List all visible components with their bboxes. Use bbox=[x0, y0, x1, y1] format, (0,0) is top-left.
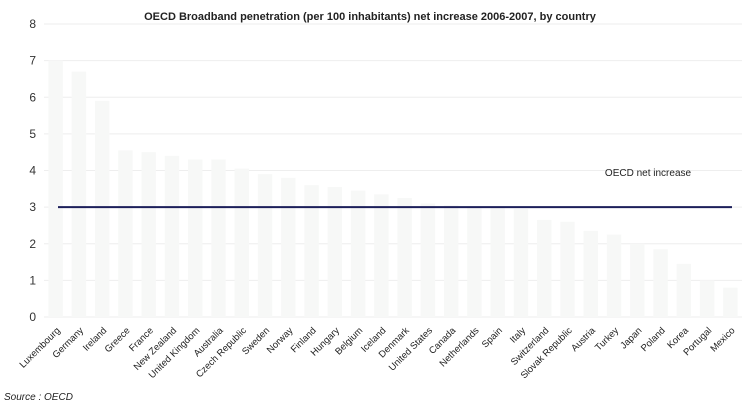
y-tick-label: 0 bbox=[29, 310, 36, 324]
bar-poland bbox=[653, 249, 668, 317]
bars bbox=[48, 60, 738, 317]
x-category-label: Mexico bbox=[708, 325, 737, 354]
bar-new-zealand bbox=[164, 155, 180, 317]
bar-korea bbox=[676, 263, 692, 317]
bar-turkey bbox=[606, 234, 622, 317]
y-tick-label: 4 bbox=[29, 164, 36, 178]
bar-mexico bbox=[723, 287, 738, 317]
bar-spain bbox=[490, 207, 505, 317]
bar-greece bbox=[118, 150, 133, 317]
bar-sweden bbox=[257, 174, 273, 317]
bar-finland bbox=[304, 185, 319, 317]
x-category-label: Austria bbox=[569, 325, 598, 354]
bar-canada bbox=[443, 205, 459, 317]
bar-denmark bbox=[397, 197, 412, 317]
bar-austria bbox=[583, 230, 598, 317]
bar-hungary bbox=[327, 186, 343, 317]
bar-czech-republic bbox=[234, 168, 249, 317]
bar-slovak-republic bbox=[560, 221, 575, 317]
y-tick-label: 6 bbox=[29, 90, 36, 104]
x-category-label: Spain bbox=[480, 325, 505, 350]
bar-iceland bbox=[374, 194, 389, 317]
y-tick-label: 3 bbox=[29, 200, 36, 214]
bar-ireland bbox=[94, 100, 110, 317]
x-category-label: Poland bbox=[639, 325, 668, 354]
bar-united-kingdom bbox=[188, 159, 203, 317]
x-category-label: Norway bbox=[265, 325, 296, 356]
oecd-net-increase-label: OECD net increase bbox=[605, 168, 692, 179]
y-tick-label: 5 bbox=[29, 127, 36, 141]
bar-netherlands bbox=[467, 207, 482, 317]
bar-switzerland bbox=[537, 219, 552, 317]
y-tick-label: 7 bbox=[29, 54, 36, 68]
x-axis-labels: LuxembourgGermanyIrelandGreeceFranceNew … bbox=[18, 325, 738, 381]
reference-line-group: OECD net increase bbox=[58, 168, 732, 209]
bar-italy bbox=[513, 208, 529, 317]
bar-portugal bbox=[699, 280, 715, 317]
bar-france bbox=[141, 152, 156, 317]
source-note: Source : OECD bbox=[4, 392, 73, 403]
bar-japan bbox=[630, 243, 645, 317]
y-tick-label: 8 bbox=[29, 17, 36, 31]
chart-title: OECD Broadband penetration (per 100 inha… bbox=[144, 11, 597, 23]
y-tick-label: 1 bbox=[29, 273, 36, 287]
bar-belgium bbox=[350, 190, 366, 317]
bar-norway bbox=[281, 177, 296, 317]
x-category-label: Greece bbox=[103, 325, 133, 355]
bar-australia bbox=[211, 159, 226, 317]
bar-united-states bbox=[420, 203, 436, 317]
y-tick-label: 2 bbox=[29, 237, 36, 251]
y-axis-ticks: 0 1 2 3 4 5 6 7 8 bbox=[29, 17, 36, 324]
bar-germany bbox=[71, 71, 87, 317]
bar-luxembourg bbox=[48, 60, 63, 317]
x-category-label: Turkey bbox=[593, 325, 621, 353]
